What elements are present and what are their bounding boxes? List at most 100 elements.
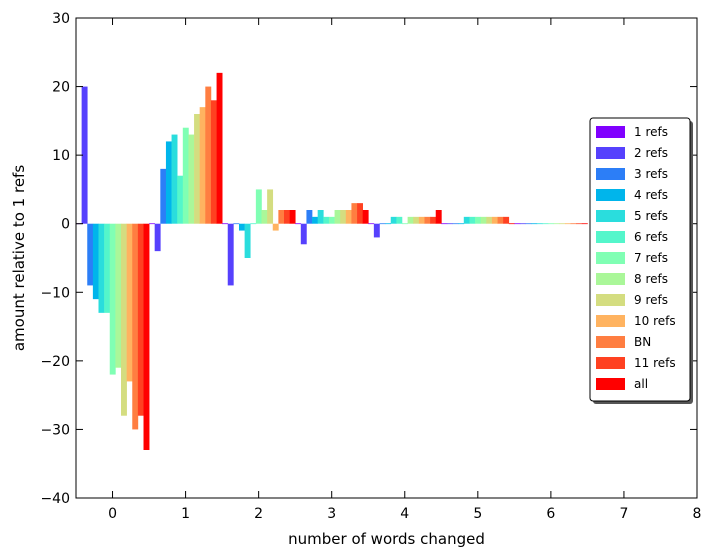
bar xyxy=(317,210,324,224)
legend-swatch xyxy=(596,357,625,369)
legend-swatch xyxy=(596,273,625,285)
bar xyxy=(137,223,144,416)
legend-swatch xyxy=(596,336,625,348)
x-tick-label: 3 xyxy=(327,506,336,522)
bar xyxy=(480,216,487,224)
bar xyxy=(81,86,88,224)
legend-label: 5 refs xyxy=(634,209,668,223)
bar xyxy=(559,223,566,225)
bar xyxy=(98,223,105,313)
bar xyxy=(531,223,538,225)
bar xyxy=(357,203,363,224)
bar xyxy=(126,223,133,382)
bar xyxy=(143,223,150,450)
y-tick-label: 20 xyxy=(52,80,70,96)
legend-box xyxy=(589,117,691,402)
bar xyxy=(109,223,116,375)
bar xyxy=(401,223,408,225)
legend-swatch xyxy=(596,294,625,306)
bar xyxy=(216,72,223,224)
bar xyxy=(519,223,526,225)
x-tick-label: 7 xyxy=(619,506,628,522)
bar xyxy=(553,223,560,225)
bar xyxy=(238,223,245,231)
bar xyxy=(160,168,167,224)
legend-label: 1 refs xyxy=(634,125,668,139)
bar xyxy=(536,223,543,225)
bar xyxy=(295,223,302,225)
legend-swatch xyxy=(596,231,625,243)
bar xyxy=(115,223,122,368)
bar xyxy=(463,216,470,224)
legend-label: 4 refs xyxy=(634,188,668,202)
bar xyxy=(199,107,206,224)
legend-label: 2 refs xyxy=(634,146,668,160)
bar xyxy=(182,127,189,224)
y-tick-label: 10 xyxy=(52,148,70,164)
bar xyxy=(576,223,583,225)
bar xyxy=(250,223,257,225)
bar xyxy=(210,100,217,224)
legend-swatch xyxy=(596,147,625,159)
y-tick-label: 30 xyxy=(52,11,70,27)
bar xyxy=(222,223,229,225)
bar xyxy=(508,223,515,225)
legend-label: 3 refs xyxy=(634,167,668,181)
bar xyxy=(570,223,577,225)
bar xyxy=(435,210,442,224)
legend-swatch xyxy=(596,378,625,390)
bar xyxy=(104,223,111,313)
bar xyxy=(548,223,555,225)
plot-frame xyxy=(75,17,698,499)
bar xyxy=(244,223,251,258)
bar xyxy=(430,216,437,224)
legend-label: 7 refs xyxy=(634,251,668,265)
bar xyxy=(323,216,330,224)
bar xyxy=(564,223,571,225)
x-tick-label: 1 xyxy=(181,506,190,522)
bar xyxy=(525,223,532,225)
bar xyxy=(542,223,549,225)
y-axis-label: amount relative to 1 refs xyxy=(10,165,28,351)
legend-swatch xyxy=(596,210,625,222)
ticks-group: 0 1 2 3 4 5 6 7 8 −40 −30 −20 −10 0 10 20 30 xyxy=(40,11,701,522)
bar xyxy=(165,141,172,224)
legend-label: 8 refs xyxy=(634,272,668,286)
bar xyxy=(272,223,279,231)
bar xyxy=(514,223,521,225)
bar xyxy=(334,210,341,224)
legend-swatch xyxy=(596,252,625,264)
bar xyxy=(345,210,352,224)
bar xyxy=(581,223,588,225)
bar xyxy=(351,203,358,224)
bar xyxy=(503,216,510,224)
bar xyxy=(413,216,420,224)
x-tick-label: 4 xyxy=(400,506,409,522)
x-tick-label: 0 xyxy=(108,506,117,522)
bar xyxy=(278,210,285,224)
x-tick-label: 6 xyxy=(546,506,555,522)
bar xyxy=(233,223,240,225)
bar xyxy=(132,223,139,430)
y-tick-label: −10 xyxy=(40,285,70,301)
y-tick-label: −20 xyxy=(40,354,70,370)
bar xyxy=(171,134,178,224)
bar xyxy=(491,216,498,224)
bar xyxy=(312,216,318,224)
bar xyxy=(149,223,155,225)
bar xyxy=(379,223,386,225)
bar xyxy=(458,223,465,225)
legend: 1 refs 2 refs 3 refs 4 refs 5 refs 6 refs 7 re… xyxy=(589,117,693,404)
legend-label: all xyxy=(634,377,648,391)
bar xyxy=(227,223,234,286)
legend-label: 6 refs xyxy=(634,230,668,244)
bar xyxy=(188,134,195,224)
legend-swatch xyxy=(596,189,625,201)
bar xyxy=(328,216,335,224)
x-axis-label: number of words changed xyxy=(288,530,485,548)
bar xyxy=(368,223,375,225)
bar xyxy=(284,210,290,224)
bar xyxy=(362,210,369,224)
bar xyxy=(497,216,504,224)
bar xyxy=(469,216,476,224)
